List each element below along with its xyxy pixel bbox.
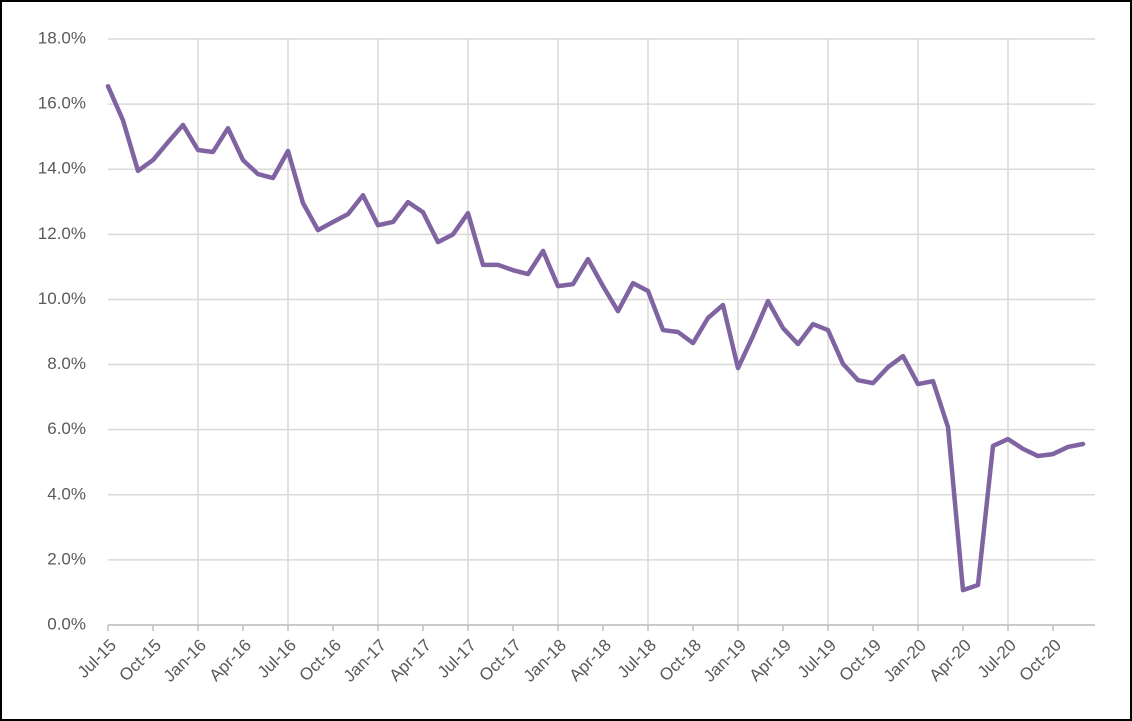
y-tick-label: 14.0% bbox=[38, 159, 86, 178]
y-tick-label: 12.0% bbox=[38, 224, 86, 243]
y-tick-label: 6.0% bbox=[47, 419, 86, 438]
y-tick-label: 0.0% bbox=[47, 614, 86, 633]
y-tick-label: 18.0% bbox=[38, 28, 86, 47]
y-tick-label: 10.0% bbox=[38, 289, 86, 308]
y-tick-label: 4.0% bbox=[47, 484, 86, 503]
y-tick-label: 8.0% bbox=[47, 354, 86, 373]
y-tick-label: 16.0% bbox=[38, 94, 86, 113]
y-tick-label: 2.0% bbox=[47, 549, 86, 568]
line-series bbox=[105, 83, 1086, 593]
